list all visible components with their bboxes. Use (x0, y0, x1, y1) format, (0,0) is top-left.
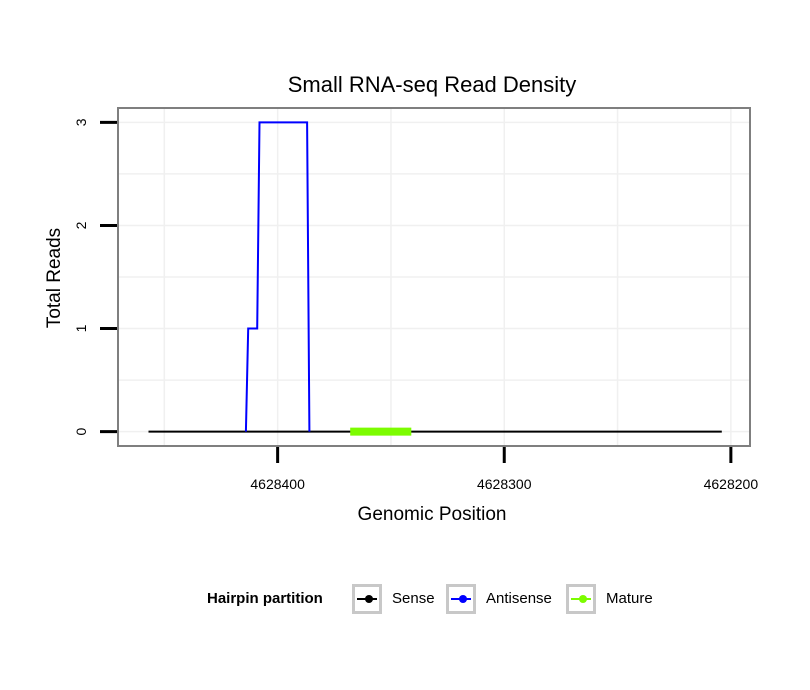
legend-label-antisense: Antisense (486, 590, 552, 607)
legend-title: Hairpin partition (207, 590, 323, 607)
y-tick-label: 2 (73, 221, 89, 229)
x-axis-label: Genomic Position (358, 504, 507, 525)
chart-title: Small RNA-seq Read Density (288, 72, 577, 97)
plot-panel (117, 107, 751, 447)
legend: Hairpin partition Sense Antisense Mature (0, 578, 810, 618)
legend-label-sense: Sense (392, 590, 435, 607)
x-tick-label: 4628200 (704, 476, 759, 492)
legend-key-mature (566, 584, 596, 614)
axes: 4628400 4628300 4628200 0 1 2 3 (73, 118, 758, 492)
x-tick-label: 4628300 (477, 476, 532, 492)
grid (119, 109, 749, 445)
y-tick-label: 0 (73, 427, 89, 435)
y-axis-label: Total Reads (44, 228, 65, 328)
y-tick-label: 3 (73, 118, 89, 126)
series-line-antisense (244, 121, 311, 432)
legend-label-mature: Mature (606, 590, 653, 607)
legend-key-sense (352, 584, 382, 614)
x-tick-label: 4628400 (250, 476, 305, 492)
legend-key-antisense (446, 584, 476, 614)
series-layer (148, 121, 722, 436)
y-tick-label: 1 (73, 324, 89, 332)
